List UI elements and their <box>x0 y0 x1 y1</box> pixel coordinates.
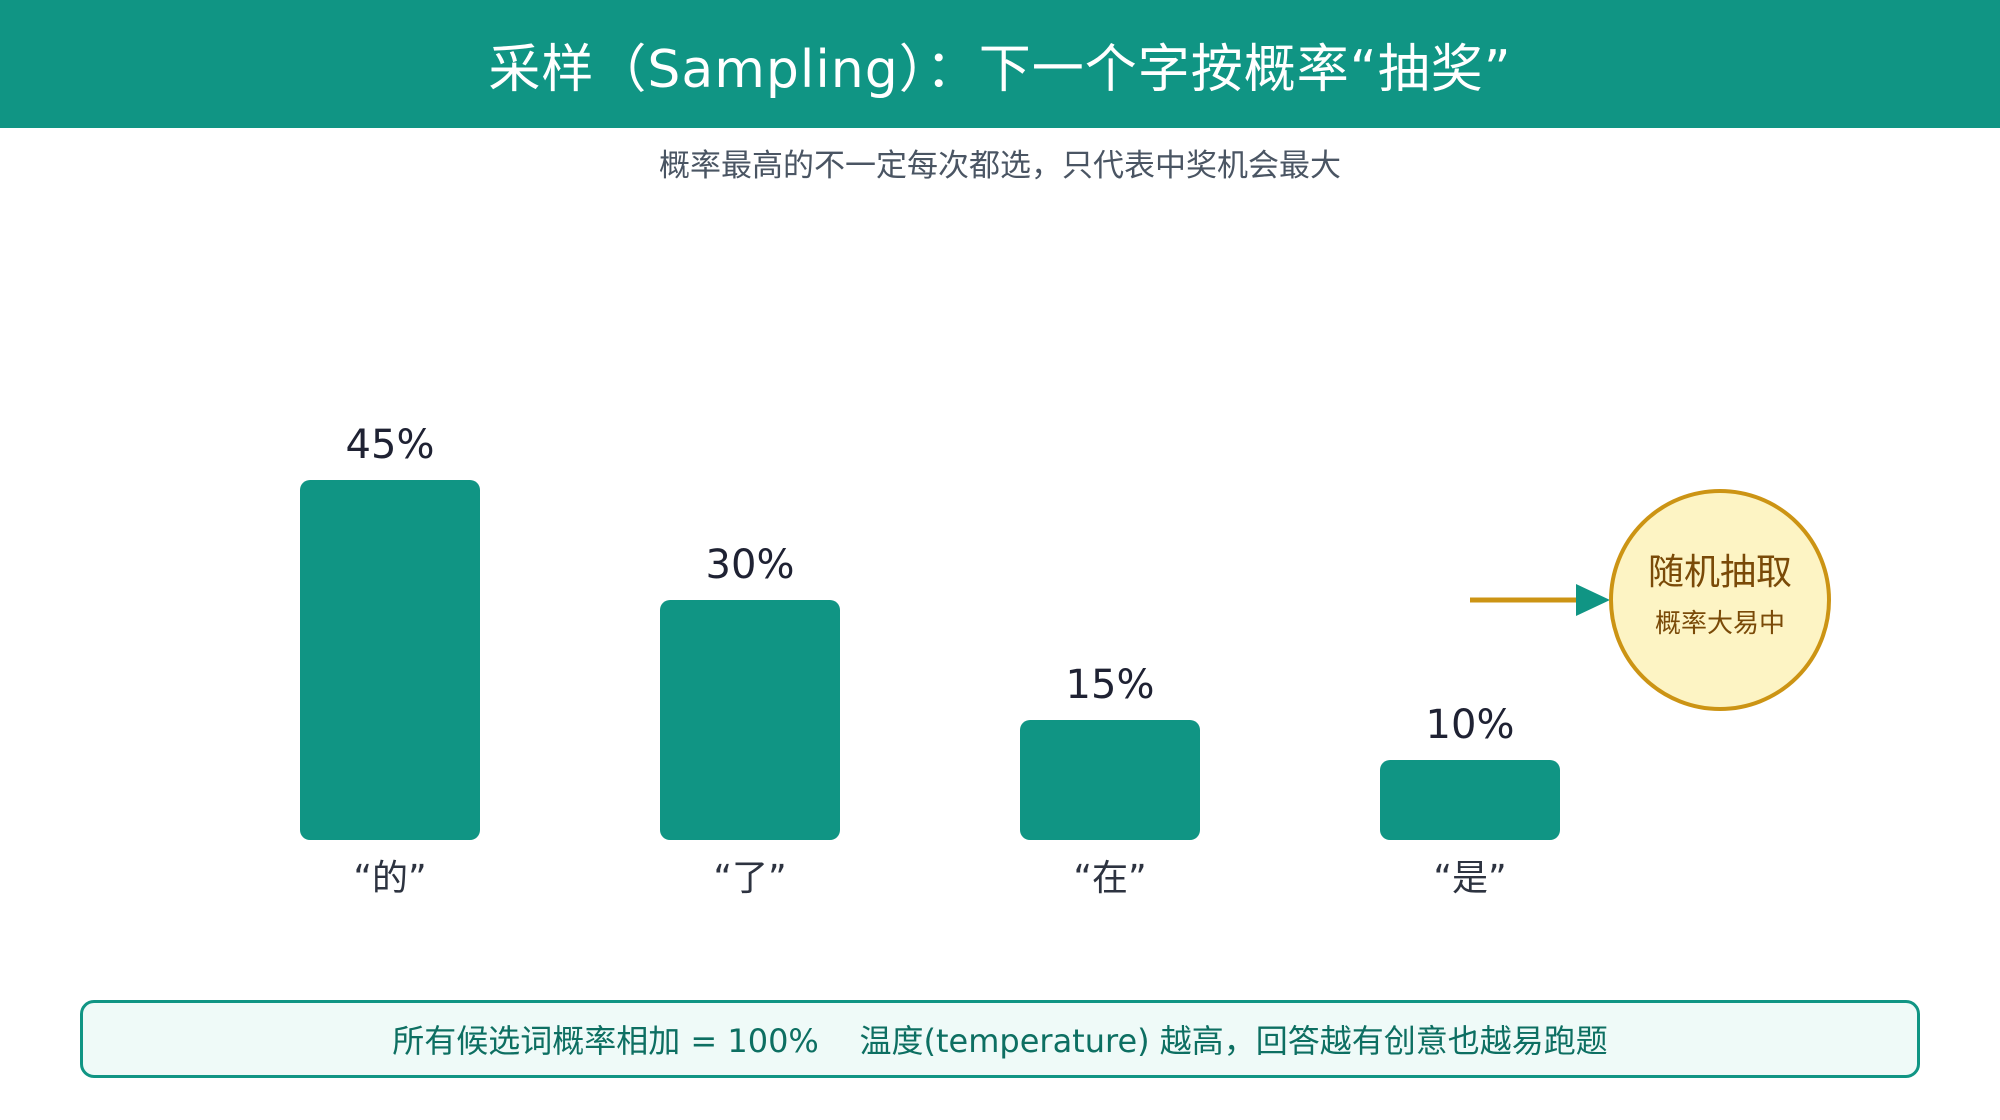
footer-note: 所有候选词概率相加 = 100% 温度(temperature) 越高，回答越有… <box>392 1022 1608 1060</box>
bar-value-label: 30% <box>706 542 795 588</box>
random-draw-callout: 随机抽取 概率大易中 <box>1470 489 1831 711</box>
category-label: “是” <box>1433 858 1506 899</box>
footer-note-box: 所有候选词概率相加 = 100% 温度(temperature) 越高，回答越有… <box>80 1000 1920 1078</box>
category-label: “的” <box>353 858 426 899</box>
callout-circle <box>1609 489 1831 711</box>
title-bar: 采样（Sampling）：下一个字按概率“抽奖” <box>0 0 2000 128</box>
bar-1 <box>300 480 480 840</box>
page-title: 采样（Sampling）：下一个字按概率“抽奖” <box>488 39 1512 100</box>
callout-subtitle: 概率大易中 <box>1655 609 1785 639</box>
arrow-head-icon <box>1576 584 1610 616</box>
page-subtitle: 概率最高的不一定每次都选，只代表中奖机会最大 <box>659 148 1341 184</box>
category-label: “了” <box>713 858 786 899</box>
bar-value-label: 15% <box>1066 662 1155 708</box>
bar-2 <box>660 600 840 840</box>
callout-title: 随机抽取 <box>1648 552 1792 593</box>
bar-4 <box>1380 760 1560 840</box>
probability-bar-chart: 45% “的” 30% “了” 15% “在” 10% “是” 随机抽取 概率大易中 <box>300 422 1831 899</box>
bar-3 <box>1020 720 1200 840</box>
bar-value-label: 45% <box>346 422 435 468</box>
category-label: “在” <box>1073 858 1146 899</box>
bars-layer: 45% “的” 30% “了” 15% “在” 10% “是” <box>300 422 1560 899</box>
bar-value-label: 10% <box>1426 702 1515 748</box>
